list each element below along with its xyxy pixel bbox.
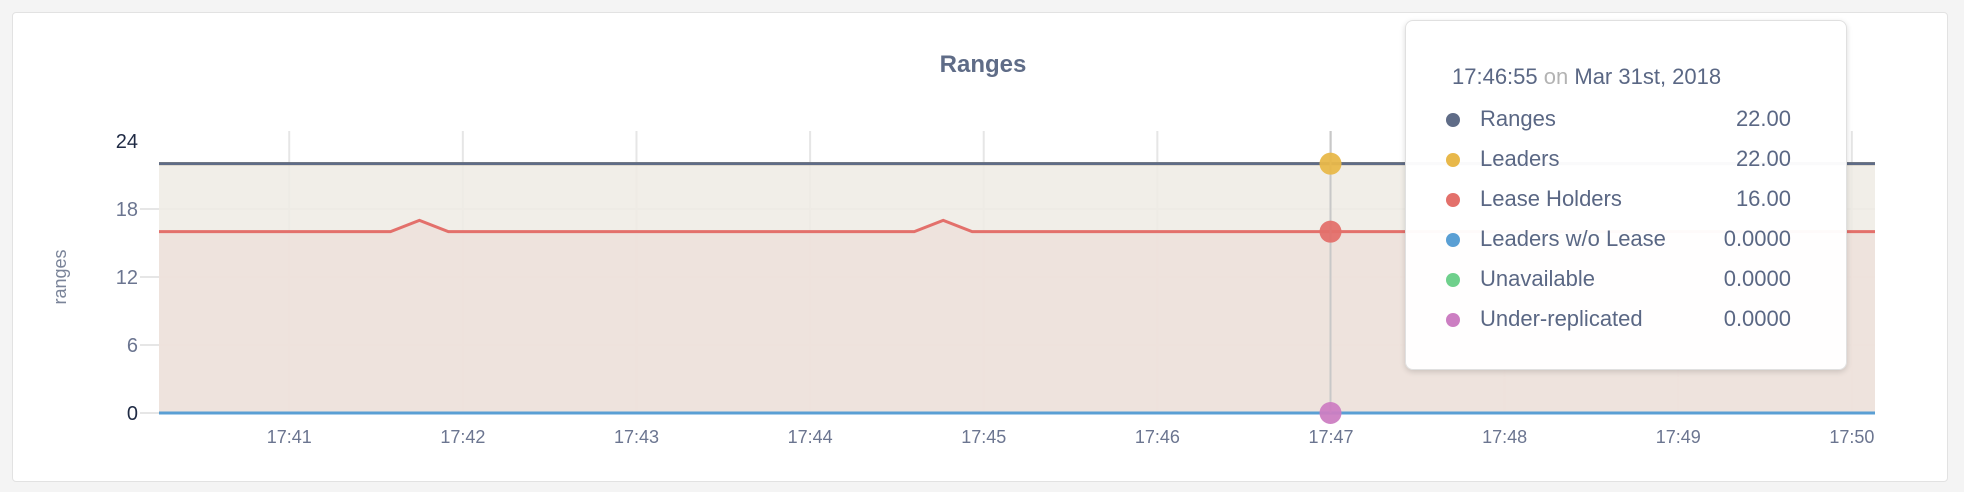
x-tick-label: 17:42: [440, 427, 485, 447]
y-tick-label: 18: [116, 199, 138, 221]
x-tick-label: 17:44: [788, 427, 833, 447]
tooltip-series-label: Leaders: [1480, 146, 1560, 171]
tooltip-series-value: 22.00: [1735, 146, 1791, 171]
hover-tooltip: 17:46:55 on Mar 31st, 2018 Ranges 22.00 Le…: [1405, 20, 1847, 370]
tooltip-series-label: Ranges: [1480, 106, 1556, 131]
x-tick-label: 17:48: [1482, 427, 1527, 447]
x-tick-label: 17:45: [961, 427, 1006, 447]
x-tick-label: 17:49: [1656, 427, 1701, 447]
tooltip-time: 17:46:55: [1452, 64, 1538, 89]
tooltip-series-label: Under-replicated: [1480, 306, 1643, 331]
tooltip-date: Mar 31st, 2018: [1574, 64, 1722, 89]
series-color-dot-icon: [1446, 233, 1460, 247]
tooltip-row: Leaders w/o Lease 0.0000: [1446, 224, 1791, 256]
x-tick-label: 17:47: [1308, 427, 1353, 447]
tooltip-series-label: Leaders w/o Lease: [1480, 226, 1666, 251]
y-tick-label: 0: [127, 403, 138, 425]
tooltip-series-value: 0.0000: [1723, 306, 1791, 331]
y-axis-label: ranges: [50, 249, 70, 304]
series-color-dot-icon: [1446, 153, 1460, 167]
tooltip-row: Lease Holders 16.00: [1446, 184, 1791, 216]
y-tick-label: 6: [127, 335, 138, 357]
hover-point: [1319, 152, 1342, 175]
tooltip-row: Under-replicated 0.0000: [1446, 304, 1791, 336]
line-lease-holders: [159, 218, 1875, 234]
x-tick-label: 17:46: [1135, 427, 1180, 447]
tooltip-series-value: 16.00: [1735, 186, 1791, 211]
tooltip-series-label: Lease Holders: [1480, 186, 1622, 211]
hover-point: [1319, 402, 1342, 424]
x-tick-label: 17:43: [614, 427, 659, 447]
y-tick-label: 24: [116, 131, 138, 153]
tooltip-series-label: Unavailable: [1480, 266, 1595, 291]
series-color-dot-icon: [1446, 193, 1460, 207]
tooltip-row: Ranges 22.00: [1446, 104, 1791, 136]
series-color-dot-icon: [1446, 273, 1460, 287]
tooltip-on: on: [1543, 64, 1569, 89]
x-tick-label: 17:50: [1829, 427, 1874, 447]
tooltip-series-value: 0.0000: [1723, 226, 1791, 251]
tooltip-row: Leaders 22.00: [1446, 144, 1791, 176]
tooltip-series-value: 22.00: [1735, 106, 1791, 131]
chart-title: Ranges: [940, 51, 1027, 78]
y-tick-label: 12: [116, 267, 138, 289]
x-tick-label: 17:41: [267, 427, 312, 447]
tooltip-timestamp: 17:46:55 on Mar 31st, 2018: [1452, 64, 1721, 90]
hover-point: [1319, 220, 1342, 243]
tooltip-row: Unavailable 0.0000: [1446, 264, 1791, 296]
tooltip-series-value: 0.0000: [1723, 266, 1791, 291]
series-color-dot-icon: [1446, 113, 1460, 127]
series-color-dot-icon: [1446, 313, 1460, 327]
